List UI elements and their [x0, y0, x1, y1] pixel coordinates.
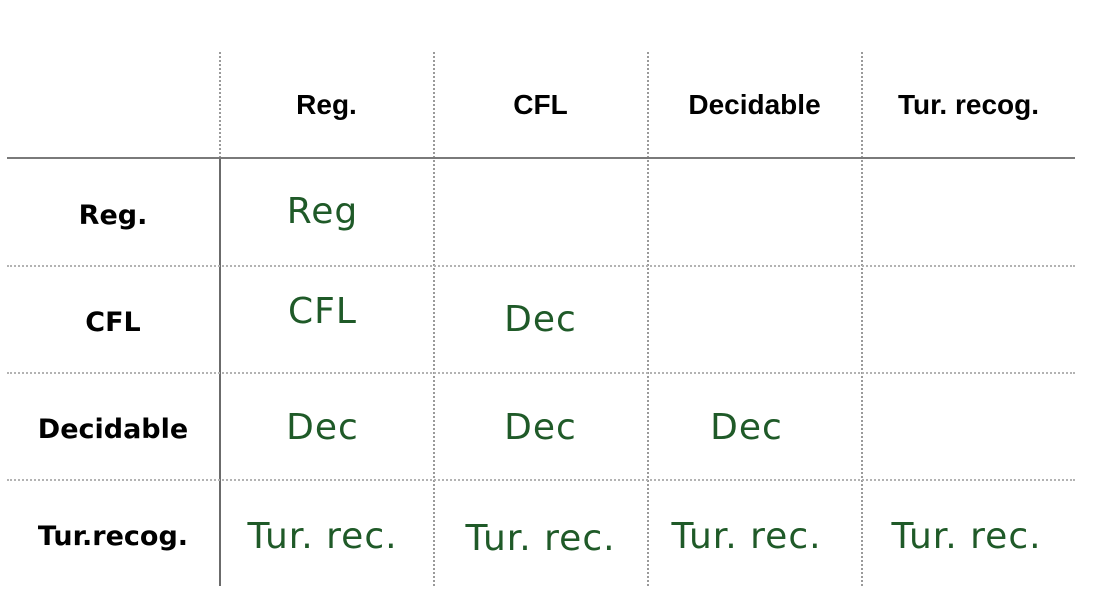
grid-line-horizontal — [7, 479, 1075, 481]
column-header-reg: Reg. — [296, 89, 357, 120]
grid-line-vertical — [219, 52, 221, 158]
cell-reg-reg: Reg — [286, 191, 359, 232]
cell-decidable-decidable: Dec — [710, 407, 783, 448]
cell-cfl-reg: CFL — [288, 291, 357, 332]
grid-line-vertical — [433, 52, 435, 586]
cell-decidable-cfl: Dec — [504, 407, 577, 448]
column-header-cfl: CFL — [513, 89, 568, 120]
cell-cfl-cfl: Dec — [504, 299, 577, 340]
cell-turing-turing: Tur. rec. — [891, 515, 1042, 557]
grid-line-vertical — [647, 52, 649, 586]
column-header-divider — [7, 157, 1075, 159]
row-header-reg: Reg. — [78, 199, 148, 231]
grid-line-vertical — [861, 52, 863, 586]
column-header-turing-recognizable: Tur. recog. — [897, 89, 1040, 120]
grid-line-horizontal — [7, 265, 1075, 267]
row-header-decidable: Decidable — [37, 413, 189, 445]
row-header-turing-recognizable: Tur.recog. — [37, 520, 189, 552]
cell-turing-decidable: Tur. rec. — [671, 515, 822, 557]
cell-decidable-reg: Dec — [286, 407, 359, 448]
cell-turing-reg: Tur. rec. — [247, 515, 398, 557]
grid-line-horizontal — [7, 372, 1075, 374]
cell-turing-cfl: Tur. rec. — [465, 517, 616, 559]
column-header-decidable: Decidable — [688, 89, 821, 120]
row-header-cfl: CFL — [85, 306, 141, 338]
